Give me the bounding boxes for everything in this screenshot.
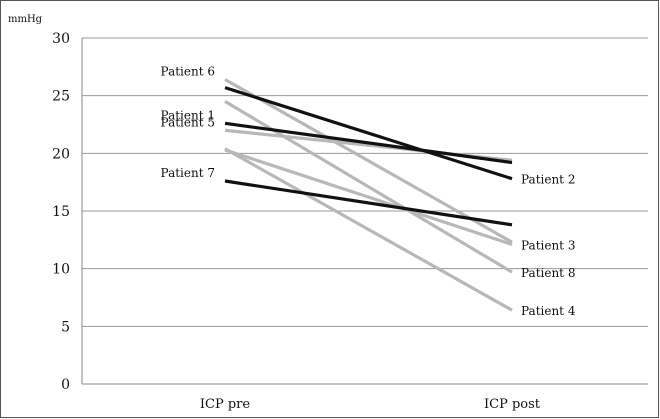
series-line-patient-3 bbox=[224, 148, 513, 246]
y-tick-label: 25 bbox=[52, 89, 70, 105]
series-line-patient-2 bbox=[224, 86, 513, 181]
series-label-patient-8: Patient 8 bbox=[521, 266, 575, 280]
series-label-patient-5: Patient 5 bbox=[161, 115, 215, 129]
series-line-patient-1 bbox=[224, 121, 513, 165]
series-label-patient-2: Patient 2 bbox=[521, 173, 575, 187]
y-axis-unit-label: mmHg bbox=[8, 14, 43, 25]
y-tick-label: 10 bbox=[52, 262, 70, 278]
series-label-patient-3: Patient 3 bbox=[521, 238, 575, 252]
y-tick-label: 5 bbox=[61, 319, 70, 335]
series-line-patient-6 bbox=[224, 78, 513, 244]
y-tick-label: 15 bbox=[52, 204, 70, 220]
series-line-patient-7 bbox=[224, 179, 513, 227]
gridlines bbox=[82, 37, 648, 327]
series-label-patient-4: Patient 4 bbox=[521, 304, 576, 318]
series-line-patient-4 bbox=[224, 147, 513, 312]
series-label-patient-7: Patient 7 bbox=[161, 166, 215, 180]
y-tick-label: 0 bbox=[61, 377, 70, 393]
series-labels: Patient 1 Patient 2 Patient 3 Patient 4 Pati… bbox=[161, 65, 576, 319]
axes: 0 5 10 15 20 25 30 ICP pre ICP post bbox=[52, 31, 648, 412]
x-category-label: ICP pre bbox=[200, 397, 250, 412]
series-label-patient-6: Patient 6 bbox=[161, 65, 215, 79]
y-tick-label: 20 bbox=[52, 146, 70, 162]
x-category-label: ICP post bbox=[484, 397, 541, 412]
y-tick-label: 30 bbox=[52, 31, 70, 47]
series-label-patient-1: Patient 1 bbox=[161, 108, 215, 122]
series-lines bbox=[224, 78, 513, 312]
